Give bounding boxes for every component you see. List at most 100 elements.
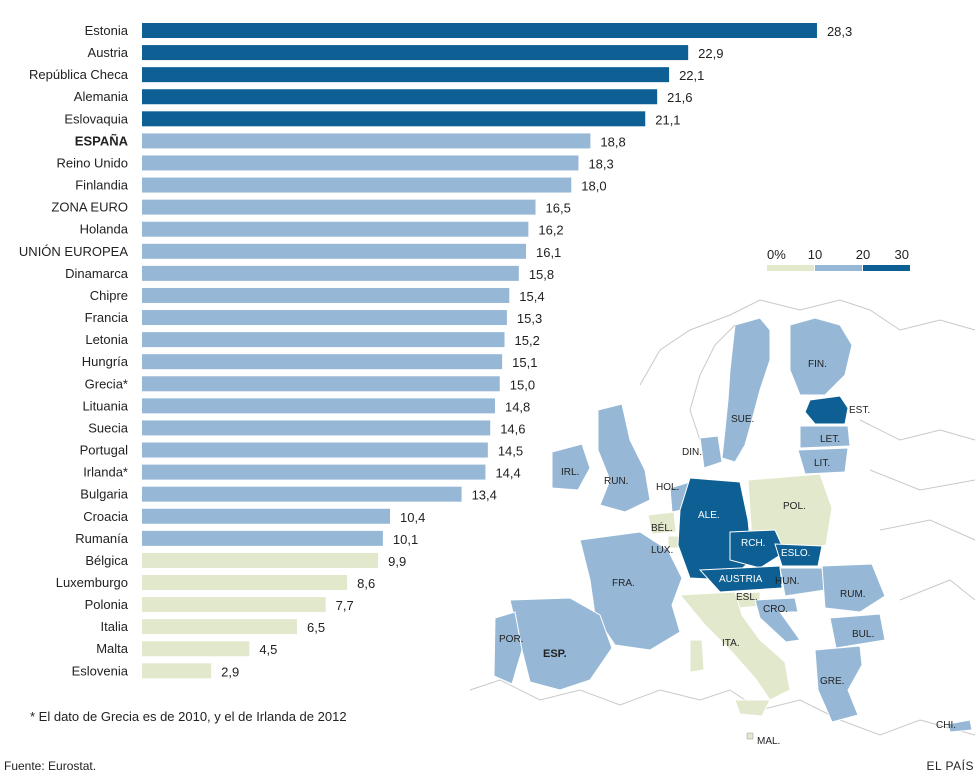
bar-20 bbox=[142, 464, 486, 480]
scale-tick-label: 20 bbox=[856, 247, 870, 262]
map-country-label: HUN. bbox=[775, 576, 799, 587]
category-label: Portugal bbox=[80, 443, 129, 458]
category-label: Bulgaria bbox=[80, 487, 128, 502]
brand-logo: EL PAÍS bbox=[926, 759, 974, 773]
map-belgium bbox=[647, 511, 677, 535]
scale-swatch bbox=[863, 265, 910, 271]
map-country-label: RUM. bbox=[840, 589, 866, 600]
bar-0 bbox=[142, 23, 817, 38]
category-label: ESPAÑA bbox=[75, 133, 129, 148]
value-label: 16,5 bbox=[546, 201, 571, 216]
value-label: 15,8 bbox=[529, 267, 554, 282]
map-germany bbox=[677, 477, 753, 581]
category-label: Italia bbox=[101, 619, 129, 634]
value-label: 14,5 bbox=[498, 444, 523, 459]
map-united-kingdom bbox=[597, 403, 651, 513]
map-country-label: HOL. bbox=[656, 482, 679, 493]
map-country-label: GRE. bbox=[820, 676, 844, 687]
map-country-label: FRA. bbox=[612, 578, 635, 589]
bar-25 bbox=[142, 575, 348, 590]
map-country-label: ALE. bbox=[698, 510, 720, 521]
bar-13 bbox=[142, 310, 507, 326]
bar-14 bbox=[142, 332, 505, 348]
category-label: Reino Unido bbox=[56, 155, 128, 170]
map-slovakia bbox=[774, 543, 823, 567]
map-country-label: RCH. bbox=[741, 538, 765, 549]
map-country-label: BÉL. bbox=[651, 521, 673, 534]
bar-27 bbox=[142, 619, 298, 635]
value-label: 16,2 bbox=[538, 223, 563, 238]
map-country-label: MAL. bbox=[757, 736, 780, 747]
map-spain bbox=[509, 597, 613, 691]
value-label: 28,3 bbox=[827, 24, 852, 39]
value-label: 14,8 bbox=[505, 399, 530, 414]
map-estonia bbox=[804, 395, 849, 425]
category-label: Eslovenia bbox=[72, 663, 129, 678]
bar-21 bbox=[142, 486, 462, 502]
bar-15 bbox=[142, 354, 503, 370]
bar-29 bbox=[142, 663, 212, 679]
value-label: 14,4 bbox=[495, 466, 520, 481]
map-croatia bbox=[754, 597, 801, 643]
value-label: 18,8 bbox=[600, 134, 625, 149]
value-label: 7,7 bbox=[336, 598, 354, 613]
value-label: 9,9 bbox=[388, 554, 406, 569]
map-country-label: CRO. bbox=[763, 604, 788, 615]
map-malta bbox=[746, 732, 754, 740]
map-lithuania bbox=[797, 447, 849, 475]
map-country-label: ESP. bbox=[543, 648, 567, 660]
value-label: 16,1 bbox=[536, 245, 561, 260]
map-latvia bbox=[799, 425, 851, 449]
map-sicily bbox=[734, 699, 771, 717]
value-label: 8,6 bbox=[357, 576, 375, 591]
map-italy bbox=[678, 591, 791, 701]
category-label: República Checa bbox=[29, 67, 129, 82]
bar-6 bbox=[142, 155, 579, 171]
bar-9 bbox=[142, 221, 529, 237]
category-label: Grecia* bbox=[85, 376, 128, 391]
bar-7 bbox=[142, 177, 572, 193]
bar-2 bbox=[142, 67, 670, 83]
category-label: Bélgica bbox=[85, 553, 128, 568]
value-label: 18,3 bbox=[588, 156, 613, 171]
map-country-label: LET. bbox=[820, 434, 840, 445]
value-label: 22,1 bbox=[679, 68, 704, 83]
map-country-label: POR. bbox=[499, 634, 523, 645]
value-label: 14,6 bbox=[500, 421, 525, 436]
value-label: 18,0 bbox=[581, 179, 606, 194]
map-austria bbox=[698, 565, 783, 593]
category-label: Chipre bbox=[90, 288, 128, 303]
category-label: Croacia bbox=[83, 509, 129, 524]
map-country-label: ITA. bbox=[722, 638, 740, 649]
map-country-label: ESLO. bbox=[781, 548, 810, 559]
category-label: Irlanda* bbox=[83, 465, 128, 480]
category-label: Hungría bbox=[82, 354, 129, 369]
bar-16 bbox=[142, 376, 500, 392]
map-cyprus bbox=[947, 719, 973, 733]
map-country-label: IRL. bbox=[561, 467, 579, 478]
map-finland bbox=[789, 317, 853, 396]
value-label: 4,5 bbox=[259, 642, 277, 657]
bar-12 bbox=[142, 287, 510, 303]
category-label: Austria bbox=[88, 45, 129, 60]
map-country-label: DIN. bbox=[682, 447, 702, 458]
source-credit: Fuente: Eurostat. bbox=[4, 759, 97, 773]
category-label: Holanda bbox=[80, 222, 129, 237]
value-label: 15,2 bbox=[515, 333, 540, 348]
map-country-label: BUL. bbox=[852, 629, 874, 640]
map-sweden bbox=[721, 317, 771, 463]
europe-map bbox=[469, 299, 976, 740]
value-label: 15,3 bbox=[517, 311, 542, 326]
value-label: 21,1 bbox=[655, 112, 680, 127]
bar-1 bbox=[142, 45, 689, 61]
scale-tick-label: 30 bbox=[895, 247, 909, 262]
value-label: 21,6 bbox=[667, 90, 692, 105]
color-scale-legend: 0% 10 20 30 bbox=[767, 247, 910, 271]
value-label: 2,9 bbox=[221, 664, 239, 679]
map-romania bbox=[821, 563, 886, 613]
bar-series: Estonia 28,3 Austria 22,9 República Checa 22,… bbox=[19, 23, 852, 679]
category-label: Eslovaquia bbox=[64, 111, 128, 126]
bar-26 bbox=[142, 597, 326, 613]
map-coastline-outline bbox=[469, 299, 976, 736]
map-sardinia bbox=[689, 639, 705, 673]
